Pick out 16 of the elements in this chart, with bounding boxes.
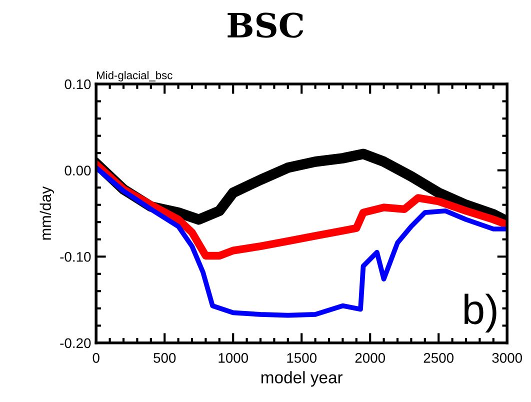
y-tick-label: 0.00: [64, 166, 91, 176]
y-tick-label: -0.20: [60, 338, 91, 348]
x-tick-label: 0: [92, 352, 100, 363]
x-tick-label: 500: [154, 352, 176, 363]
chart-title: BSC: [228, 12, 304, 38]
chart-subtitle: Mid-glacial_bsc: [97, 71, 172, 82]
x-axis-title: model year: [261, 371, 343, 387]
y-tick-label: -0.10: [60, 252, 91, 262]
x-tick-label: 1000: [218, 352, 248, 363]
x-tick-label: 1500: [287, 352, 317, 363]
x-tick-label: 3000: [492, 352, 522, 363]
y-axis-title: mm/day: [40, 186, 54, 240]
y-tick-label: 0.10: [64, 79, 91, 90]
x-tick-label: 2000: [355, 352, 386, 363]
x-tick-label: 2500: [424, 352, 454, 363]
annotation: b): [464, 294, 496, 333]
